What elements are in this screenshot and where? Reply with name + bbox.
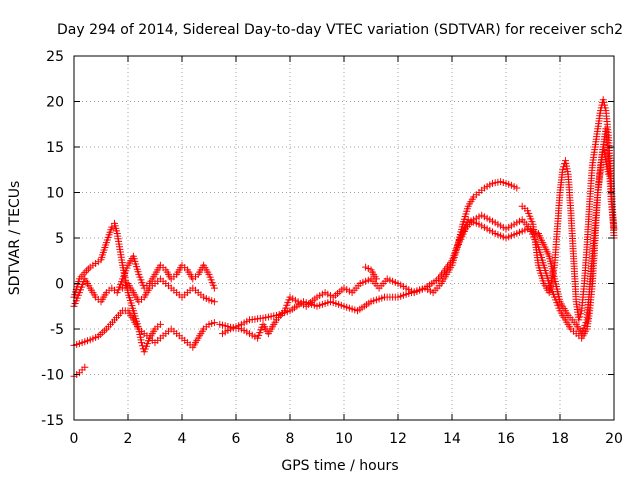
marker-set — [219, 143, 613, 338]
series-track-e — [119, 275, 218, 306]
grid-lines — [74, 56, 614, 420]
series-track-j — [362, 263, 380, 283]
marker-set — [216, 178, 521, 342]
data-points — [70, 96, 618, 380]
chart-title: Day 294 of 2014, Sidereal Day-to-day VTE… — [57, 22, 623, 38]
y-axis-label: SDTVAR / TECUs — [7, 181, 23, 296]
series-track-g — [219, 143, 613, 338]
x-tick-label: 16 — [497, 431, 515, 447]
marker-set — [70, 307, 218, 351]
y-tick-label: 25 — [46, 49, 64, 65]
x-tick-label: 10 — [335, 431, 353, 447]
y-tick-label: 15 — [46, 140, 64, 156]
series-track-i — [518, 96, 618, 324]
x-tick-label: 8 — [286, 431, 295, 447]
x-tick-label: 18 — [551, 431, 569, 447]
x-tick-label: 12 — [389, 431, 407, 447]
x-tick-label: 20 — [605, 431, 623, 447]
marker-set — [70, 363, 89, 380]
series-track-d — [70, 307, 218, 351]
series-track-a — [70, 363, 89, 380]
axis-ticks: 0 2 4 6 8 10 12 14 16 18 20 -15 -10 -5 0 5 10 15 20 25 — [41, 49, 623, 447]
x-axis-label: GPS time / hours — [281, 458, 398, 474]
y-tick-label: 10 — [46, 186, 64, 202]
x-tick-label: 6 — [232, 431, 241, 447]
marker-set — [518, 96, 618, 324]
series-track-f — [216, 178, 521, 342]
x-tick-label: 2 — [124, 431, 133, 447]
y-tick-label: 5 — [55, 231, 64, 247]
y-tick-label: -10 — [41, 368, 64, 384]
x-tick-label: 0 — [70, 431, 79, 447]
x-tick-label: 14 — [443, 431, 461, 447]
series-track-c — [70, 252, 218, 310]
marker-set — [119, 275, 218, 306]
marker-set — [362, 263, 380, 283]
y-tick-label: 20 — [46, 95, 64, 111]
y-tick-label: 0 — [55, 277, 64, 293]
y-tick-label: -5 — [50, 322, 64, 338]
y-tick-label: -15 — [41, 413, 64, 429]
marker-set — [70, 252, 218, 310]
x-tick-label: 4 — [178, 431, 187, 447]
